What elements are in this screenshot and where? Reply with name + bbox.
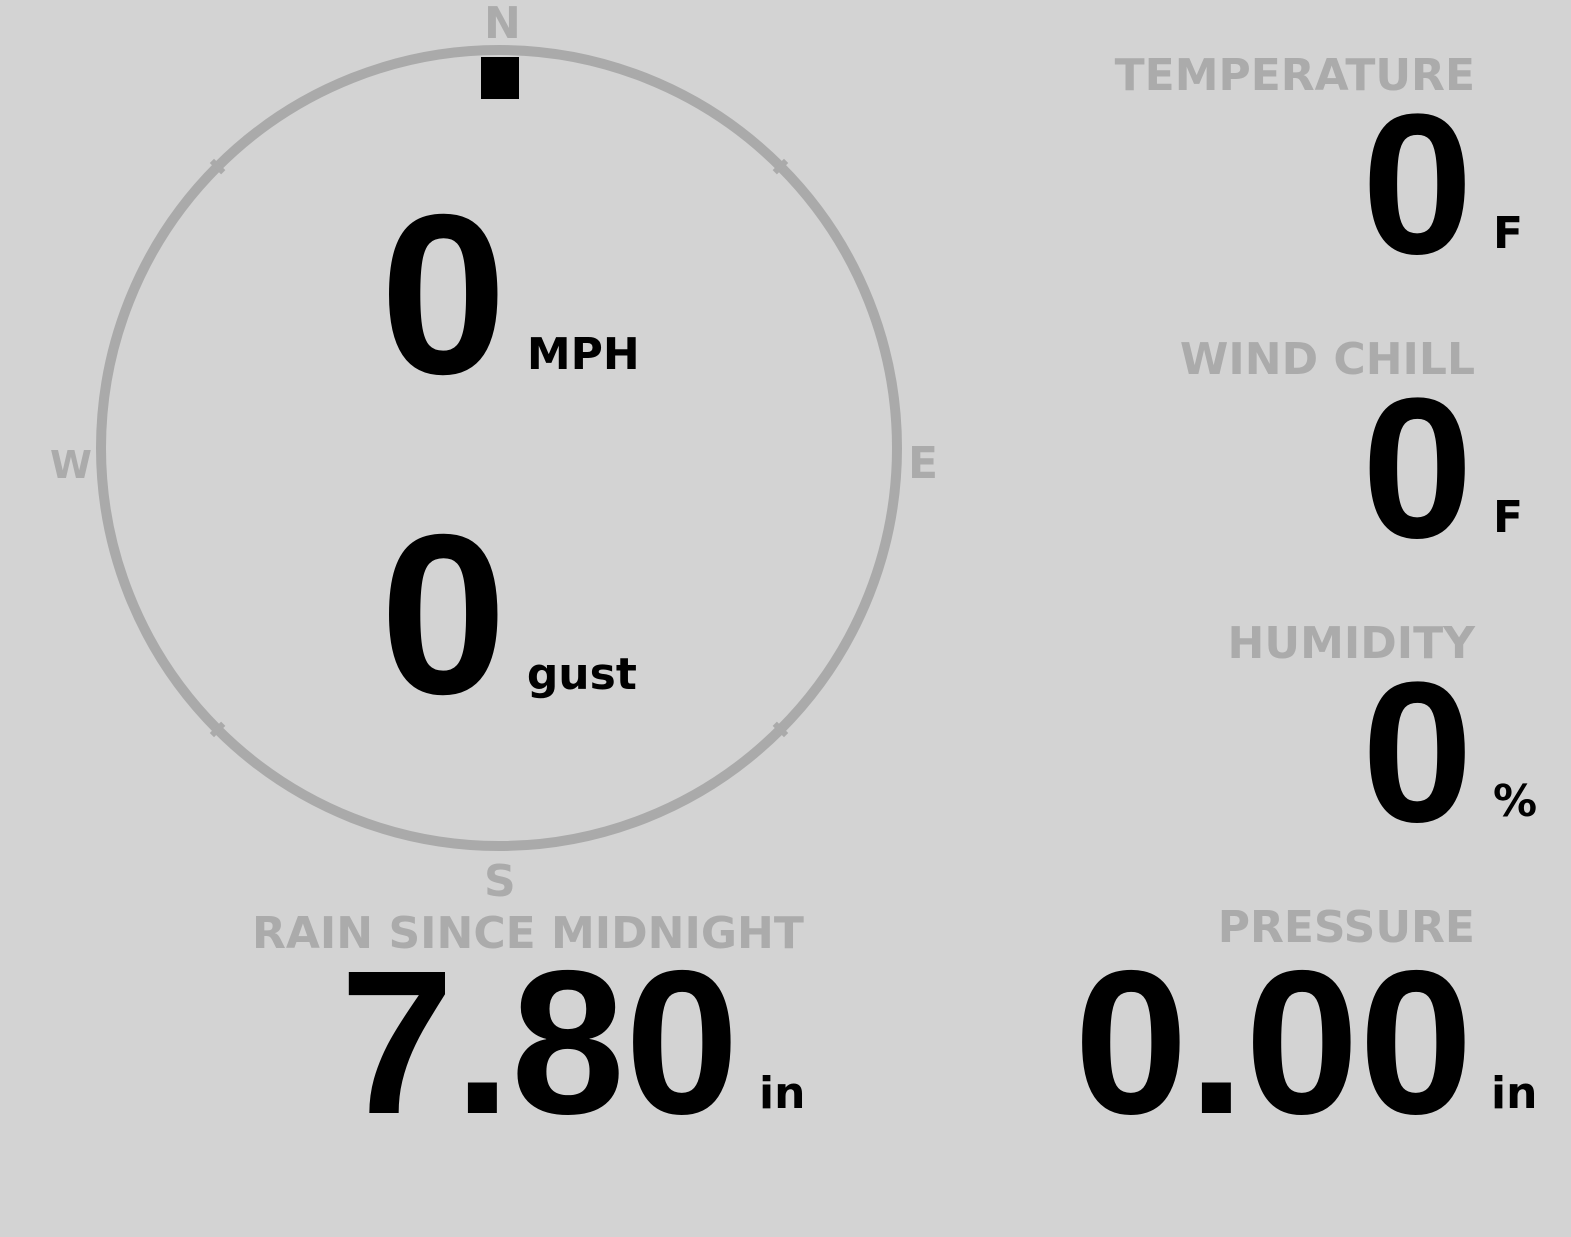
wind-speed: 0 MPH (380, 168, 640, 422)
temperature: 0 F (1361, 73, 1523, 296)
wind-speed-value: 0 (380, 168, 507, 422)
pressure: 0.00 in (1074, 928, 1537, 1157)
wind-gust: 0 gust (380, 488, 637, 742)
compass-ticks (209, 158, 789, 738)
compass-ring (96, 45, 902, 851)
compass-tick (209, 158, 226, 175)
temperature-value: 0 (1361, 73, 1473, 296)
wind-chill: 0 F (1361, 357, 1523, 580)
pressure-label: PRESSURE (1217, 902, 1475, 953)
wind-speed-unit: MPH (526, 329, 640, 380)
rain: 7.80 in (340, 928, 805, 1157)
humidity-unit: % (1493, 776, 1538, 827)
humidity: 0 % (1361, 641, 1537, 864)
gust-unit: gust (526, 649, 637, 700)
humidity-value: 0 (1361, 641, 1473, 864)
compass-west-label: W (50, 443, 92, 487)
pressure-unit: in (1491, 1067, 1538, 1119)
gust-value: 0 (380, 488, 507, 742)
compass-east-label: E (908, 438, 939, 489)
rain-label: RAIN SINCE MIDNIGHT (252, 908, 804, 959)
compass-tick (772, 158, 789, 175)
pressure-value: 0.00 (1074, 928, 1473, 1157)
compass-south-label: S (484, 856, 516, 907)
compass-north-label: N (484, 0, 521, 49)
compass-tick (209, 721, 226, 738)
rain-unit: in (759, 1067, 806, 1119)
rain-value: 7.80 (340, 928, 739, 1157)
wind-direction-marker (481, 57, 519, 99)
temperature-label: TEMPERATURE (1114, 50, 1475, 101)
humidity-label: HUMIDITY (1227, 618, 1475, 669)
wind-chill-value: 0 (1361, 357, 1473, 580)
wind-chill-label: WIND CHILL (1179, 334, 1475, 385)
wind-chill-unit: F (1493, 492, 1524, 543)
temperature-unit: F (1493, 208, 1524, 259)
compass-tick (772, 721, 789, 738)
